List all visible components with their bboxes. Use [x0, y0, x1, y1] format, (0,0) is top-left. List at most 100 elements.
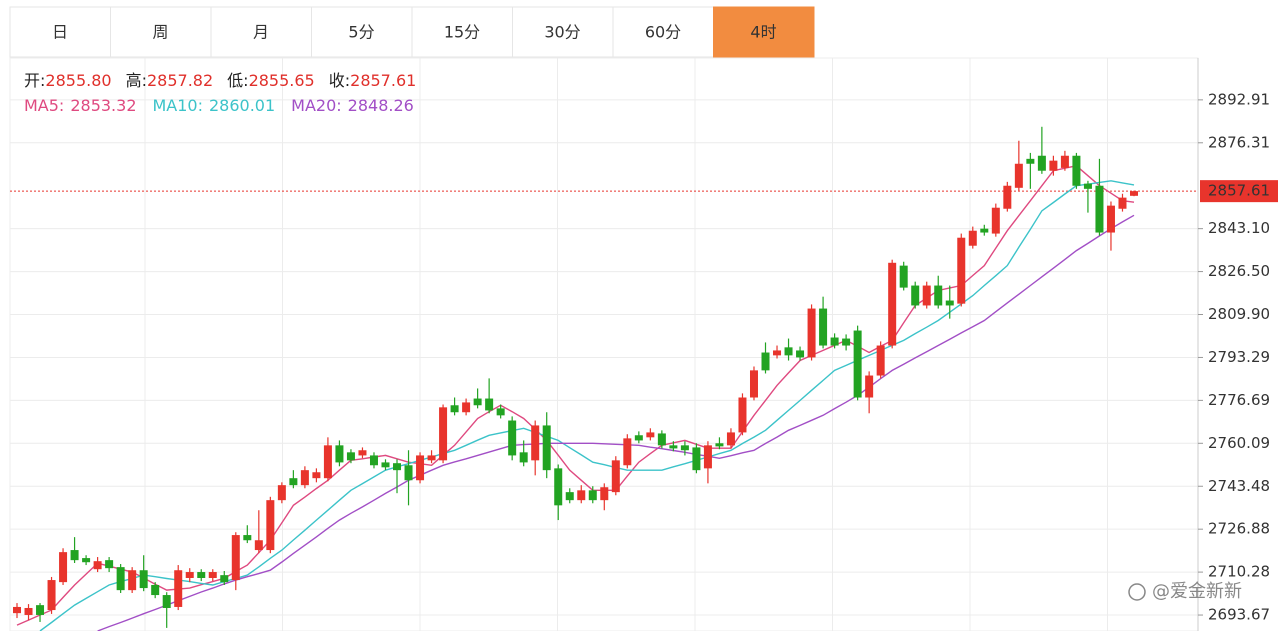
tab[interactable] [411, 6, 513, 58]
candle-body [876, 345, 885, 376]
ohlc-label: 开: [24, 71, 45, 90]
candle-body [611, 460, 620, 493]
candle-body [312, 472, 321, 479]
candle-body [519, 452, 528, 463]
tab-label[interactable]: 周 [152, 23, 168, 42]
y-axis-labels: 2693.67 2710.28 2726.88 2743.48 2760.09 2776.… [1198, 90, 1278, 624]
candle-body [980, 228, 989, 233]
ohlc-value: 2855.65 [249, 71, 315, 90]
candle-body [346, 452, 355, 461]
candle-body [715, 443, 724, 447]
candle-body [485, 398, 494, 411]
candle-body [59, 552, 68, 583]
candle-body [853, 330, 862, 398]
candle-body [1060, 155, 1069, 168]
tab-label[interactable]: 5分 [348, 23, 374, 42]
candle-body [70, 550, 79, 561]
ohlc-legend: 开:2855.80 高:2857.82 低:2855.65 收:2857.61 [24, 71, 416, 90]
y-tick-label: 2743.48 [1208, 477, 1270, 495]
candle-body [957, 237, 966, 304]
candle-body [231, 535, 240, 581]
tab[interactable] [512, 6, 614, 58]
candle-body [577, 490, 586, 501]
candle-body [738, 397, 747, 433]
candle-body [82, 558, 91, 563]
candle-body [289, 478, 298, 486]
candle-body [749, 370, 758, 398]
y-tick-label: 2876.31 [1208, 133, 1270, 151]
ohlc-label: 低: [227, 71, 248, 90]
candle-body [404, 465, 413, 481]
candle-body [968, 230, 977, 246]
candle-body [1049, 160, 1058, 171]
candle-body [1026, 158, 1035, 164]
candle-body [1083, 183, 1092, 189]
candle-body [323, 445, 332, 479]
candle-body [588, 490, 597, 501]
watermark-text: @爱金新新 [1152, 581, 1242, 602]
candle-body [473, 398, 482, 406]
tab-label[interactable]: 月 [253, 23, 269, 42]
candle-body [462, 402, 471, 413]
tab[interactable] [612, 6, 714, 58]
tab[interactable] [311, 6, 413, 58]
candle-body [197, 572, 206, 578]
candle-body [657, 433, 666, 446]
watermark-icon [1128, 583, 1146, 601]
ma-value: 2853.32 [70, 96, 136, 115]
candle-body [36, 605, 45, 615]
tab-label[interactable]: 4时 [750, 23, 776, 42]
candle-body [381, 462, 390, 468]
grid [10, 58, 1198, 631]
candle-body [773, 350, 782, 356]
candle-body [174, 570, 183, 607]
ma-lines [16, 165, 1135, 631]
tab-bar: 日 周 月 5分 15分 30分 60分 4时 [9, 6, 815, 58]
candle-body [47, 580, 56, 611]
candle-body [208, 572, 217, 578]
ohlc-value: 2855.80 [45, 71, 111, 90]
ma-value: 2860.01 [209, 96, 275, 115]
candle-body [508, 420, 517, 456]
candle-body [565, 492, 574, 501]
y-tick-label: 2760.09 [1208, 434, 1270, 452]
ohlc-label: 收: [329, 71, 350, 90]
candle-body [680, 445, 689, 451]
candle-body [496, 408, 505, 416]
tab-label[interactable]: 30分 [544, 23, 580, 42]
candle-body [266, 500, 275, 551]
candle-body [600, 487, 609, 501]
tab[interactable] [210, 6, 312, 58]
candle-body [899, 265, 908, 288]
candle-body [945, 300, 954, 306]
candle-body [934, 285, 943, 306]
candle-body [554, 468, 563, 506]
ma-name: MA5: [24, 96, 64, 115]
candle-body [416, 455, 425, 481]
tab[interactable] [713, 6, 815, 58]
candle-body [105, 560, 114, 569]
tab-label[interactable]: 60分 [645, 23, 681, 42]
candle-body [703, 445, 712, 469]
candle-body [116, 567, 125, 591]
candle-body [300, 470, 309, 486]
y-tick-label: 2843.10 [1208, 219, 1270, 237]
tab-label[interactable]: 日 [52, 23, 68, 42]
y-tick-label: 2793.29 [1208, 348, 1270, 366]
last-price-label: 2857.61 [1208, 182, 1270, 200]
candle-body [277, 485, 286, 501]
candle-body [692, 447, 701, 471]
ohlc-value: 2857.82 [147, 71, 213, 90]
candle-body [922, 285, 931, 306]
candle-body [830, 337, 839, 346]
candle-body [531, 425, 540, 461]
candle-body [128, 570, 137, 591]
candle-body [911, 285, 920, 306]
tab[interactable] [9, 6, 111, 58]
tab[interactable] [110, 6, 212, 58]
tab-label[interactable]: 15分 [444, 23, 480, 42]
candle-body [819, 308, 828, 346]
candle-body [669, 445, 678, 449]
candle-body [220, 575, 229, 583]
y-tick-label: 2776.69 [1208, 391, 1270, 409]
